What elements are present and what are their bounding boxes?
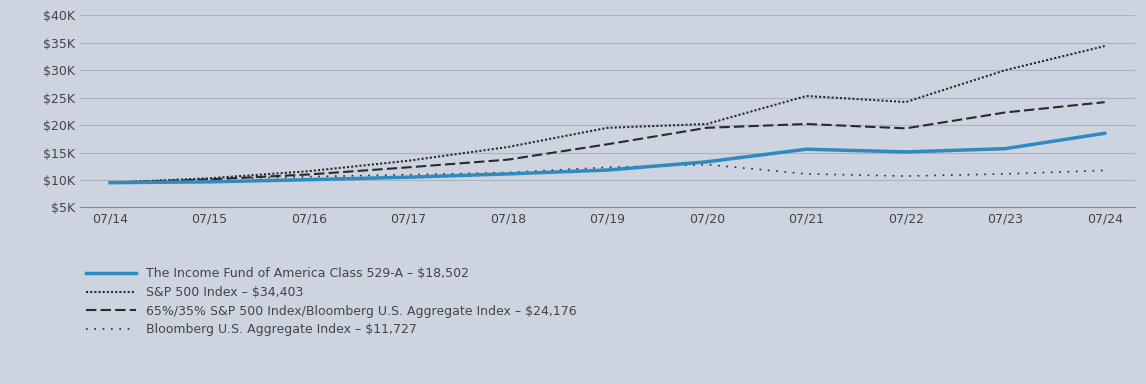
Legend: The Income Fund of America Class 529-A – $18,502, S&P 500 Index – $34,403, 65%/3: The Income Fund of America Class 529-A –… bbox=[86, 267, 578, 336]
